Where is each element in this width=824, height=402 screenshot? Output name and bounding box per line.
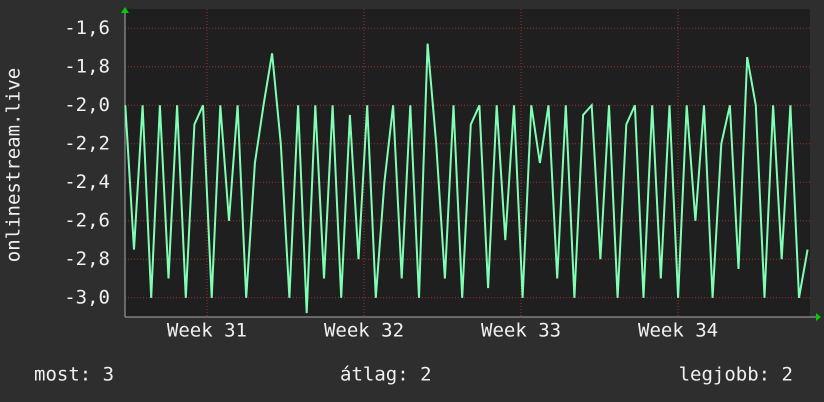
x-tick-label: Week 34 bbox=[638, 320, 718, 342]
y-tick-label: -2,8 bbox=[64, 248, 110, 270]
x-arrow bbox=[816, 313, 821, 321]
x-tick-label: Week 33 bbox=[481, 320, 561, 342]
data-line bbox=[124, 43, 809, 314]
y-axis-label: onlinestream.live bbox=[3, 68, 25, 262]
y-arrow bbox=[121, 7, 129, 13]
x-tick-label: Week 32 bbox=[324, 320, 404, 342]
footer-now: most: 3 bbox=[34, 364, 114, 386]
y-tick-label: -2,4 bbox=[64, 171, 110, 193]
y-tick-label: -3,0 bbox=[64, 286, 110, 308]
plot-area bbox=[125, 9, 810, 317]
y-tick-label: -2,6 bbox=[64, 209, 110, 231]
y-tick-label: -1,8 bbox=[64, 55, 110, 77]
footer-best: legjobb: 2 bbox=[679, 364, 793, 386]
x-tick-label: Week 31 bbox=[167, 320, 247, 342]
y-tick-label: -2,0 bbox=[64, 94, 110, 116]
y-tick-label: -1,6 bbox=[64, 17, 110, 39]
y-tick-label: -2,2 bbox=[64, 132, 110, 154]
footer-avg: átlag: 2 bbox=[340, 364, 432, 386]
